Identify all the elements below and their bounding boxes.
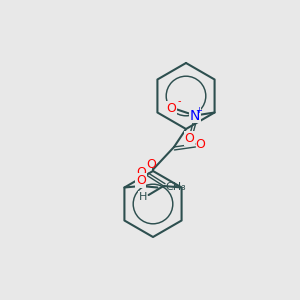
Text: O: O [137, 166, 147, 179]
Text: O: O [184, 132, 194, 145]
Text: N: N [190, 109, 200, 122]
Text: H: H [138, 191, 147, 202]
Text: -: - [177, 96, 181, 106]
Text: O: O [136, 174, 146, 187]
Text: O: O [147, 158, 156, 171]
Text: CH₃: CH₃ [166, 182, 187, 193]
Text: +: + [196, 106, 202, 115]
Text: O: O [196, 137, 205, 151]
Text: O: O [167, 101, 177, 115]
